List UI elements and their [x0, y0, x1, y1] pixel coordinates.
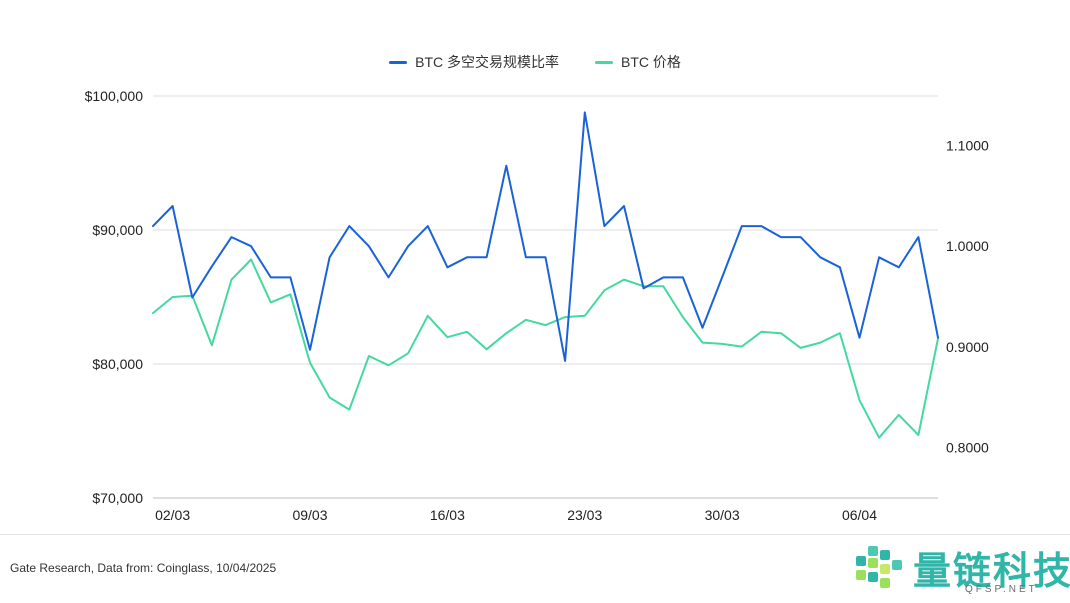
brand-logo: 量链科技 QFSP.NET	[850, 540, 1070, 598]
y-right-tick-label: 1.1000	[946, 138, 989, 154]
series-line-ratio	[152, 111, 939, 362]
footer-divider	[0, 534, 1070, 535]
legend-item-ratio[interactable]: BTC 多空交易规模比率	[389, 52, 559, 72]
y-right-tick-label: 0.8000	[946, 439, 989, 455]
x-tick-label: 16/03	[430, 507, 465, 523]
y-left-tick-label: $70,000	[92, 490, 143, 506]
x-tick-label: 02/03	[155, 507, 190, 523]
logo-mark-icon	[856, 546, 902, 588]
series-lines	[152, 111, 939, 439]
y-right-tick-label: 1.0000	[946, 238, 989, 254]
y-left-tick-label: $80,000	[92, 356, 143, 372]
y-right-tick-label: 0.9000	[946, 339, 989, 355]
legend: BTC 多空交易规模比率 BTC 价格	[0, 52, 1070, 72]
series-line-price	[152, 258, 939, 439]
y-left-tick-label: $90,000	[92, 222, 143, 238]
legend-label-price: BTC 价格	[621, 54, 681, 70]
legend-swatch-ratio	[389, 60, 408, 64]
legend-item-price[interactable]: BTC 价格	[595, 52, 681, 72]
source-note: Gate Research, Data from: Coinglass, 10/…	[10, 561, 277, 575]
x-tick-label: 09/03	[292, 507, 327, 523]
logo-text: 量链科技	[913, 549, 1070, 593]
x-tick-label: 06/04	[842, 507, 877, 523]
grid-lines	[153, 95, 938, 499]
legend-swatch-price	[595, 60, 613, 64]
x-tick-label: 30/03	[705, 507, 740, 523]
legend-label-ratio: BTC 多空交易规模比率	[415, 54, 559, 70]
axes: $70,000 $80,000 $90,000 $100,000 0.8000 0.900…	[85, 88, 989, 523]
logo-subtext: QFSP.NET	[965, 584, 1038, 595]
chart-canvas: $70,000 $80,000 $90,000 $100,000 0.8000 0.900…	[85, 88, 989, 523]
x-tick-label: 23/03	[567, 507, 602, 523]
y-left-tick-label: $100,000	[85, 88, 144, 104]
